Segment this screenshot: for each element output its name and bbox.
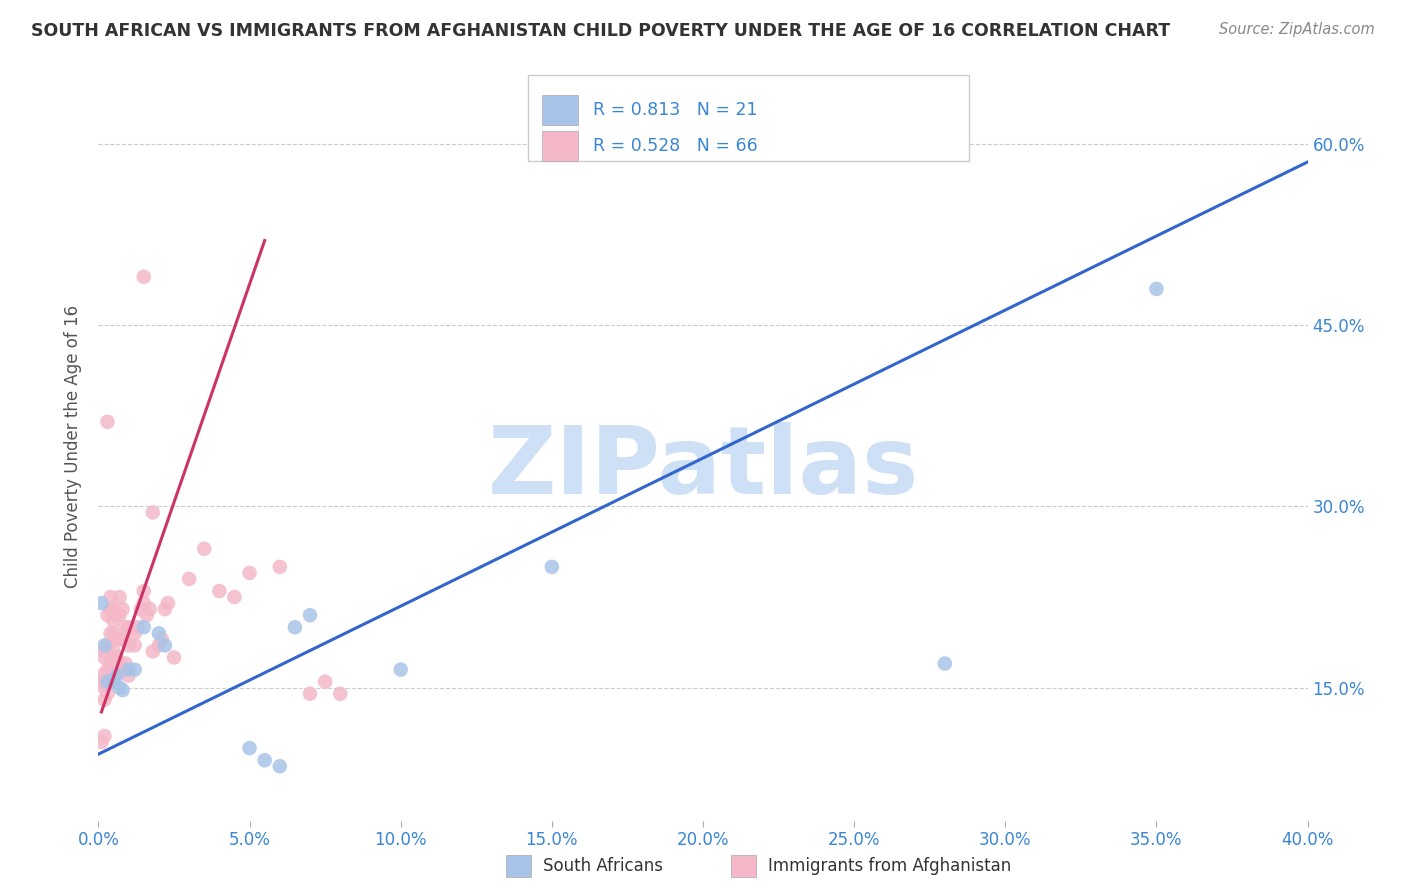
Point (118, 663, 141, 677)
Point (253, 753, 276, 767)
Point (118, 639, 141, 653)
Point (540, 559, 562, 574)
Point (193, 541, 215, 556)
Point (118, 620, 141, 634)
Point (114, 620, 136, 634)
Point (132, 620, 155, 634)
Point (100, 626, 122, 640)
Point (239, 741, 262, 756)
Point (108, 632, 131, 647)
Point (93, 650, 115, 665)
Point (148, 626, 170, 640)
Point (142, 506, 165, 520)
Point (90, 668, 112, 682)
Point (118, 668, 141, 682)
Text: ZIPatlas: ZIPatlas (488, 423, 918, 515)
Point (93, 644, 115, 658)
Point (103, 674, 125, 689)
Point (132, 269, 155, 284)
Point (108, 657, 131, 671)
Point (329, 687, 352, 701)
Point (111, 663, 134, 677)
Point (132, 596, 155, 610)
Text: R = 0.813   N = 21: R = 0.813 N = 21 (593, 102, 758, 120)
Point (108, 608, 131, 623)
Text: South Africans: South Africans (543, 857, 662, 875)
Point (108, 681, 131, 695)
Point (139, 602, 162, 616)
Point (103, 626, 125, 640)
Point (269, 759, 291, 773)
Point (96, 674, 118, 689)
Point (124, 639, 146, 653)
Point (111, 683, 134, 698)
Point (111, 632, 134, 647)
Point (103, 614, 125, 628)
Point (124, 663, 146, 677)
Point (90, 674, 112, 689)
Point (135, 608, 157, 623)
Point (96, 415, 118, 429)
Point (208, 584, 231, 599)
Point (105, 668, 128, 682)
Point (100, 663, 122, 677)
Y-axis label: Child Poverty Under the Age of 16: Child Poverty Under the Age of 16 (65, 304, 83, 588)
Point (105, 608, 128, 623)
Point (96, 674, 118, 689)
Point (100, 602, 122, 616)
Point (239, 566, 262, 580)
Point (103, 668, 125, 682)
FancyBboxPatch shape (543, 131, 578, 161)
Point (103, 602, 125, 616)
Point (153, 602, 176, 616)
Point (142, 644, 165, 658)
Point (934, 657, 956, 671)
Point (90, 735, 112, 749)
Point (150, 632, 173, 647)
Point (90, 596, 112, 610)
Point (224, 590, 246, 604)
Point (314, 674, 336, 689)
Point (96, 608, 118, 623)
Point (127, 620, 149, 634)
Point (93, 681, 115, 695)
Point (299, 608, 322, 623)
Point (163, 650, 186, 665)
Point (100, 590, 122, 604)
Text: R = 0.528   N = 66: R = 0.528 N = 66 (593, 137, 758, 155)
Point (148, 639, 170, 653)
Point (105, 663, 128, 677)
Point (299, 687, 322, 701)
Point (93, 693, 115, 707)
Point (108, 590, 131, 604)
Point (96, 687, 118, 701)
Point (93, 729, 115, 743)
Point (100, 674, 122, 689)
Text: Source: ZipAtlas.com: Source: ZipAtlas.com (1219, 22, 1375, 37)
Point (389, 663, 412, 677)
Point (93, 639, 115, 653)
FancyBboxPatch shape (527, 75, 969, 161)
Point (129, 602, 152, 616)
Point (114, 657, 136, 671)
Point (132, 584, 155, 599)
Point (100, 650, 122, 665)
Point (105, 632, 128, 647)
Point (179, 572, 201, 586)
Point (96, 639, 118, 653)
Point (111, 602, 134, 616)
Point (156, 596, 179, 610)
Text: Immigrants from Afghanistan: Immigrants from Afghanistan (768, 857, 1011, 875)
Point (96, 663, 118, 677)
Text: SOUTH AFRICAN VS IMMIGRANTS FROM AFGHANISTAN CHILD POVERTY UNDER THE AGE OF 16 C: SOUTH AFRICAN VS IMMIGRANTS FROM AFGHANI… (31, 22, 1170, 40)
FancyBboxPatch shape (543, 95, 578, 125)
Point (124, 626, 146, 640)
Point (105, 650, 128, 665)
Point (103, 644, 125, 658)
Point (269, 559, 291, 574)
Point (284, 620, 307, 634)
Point (1144, 282, 1167, 296)
Point (153, 639, 176, 653)
